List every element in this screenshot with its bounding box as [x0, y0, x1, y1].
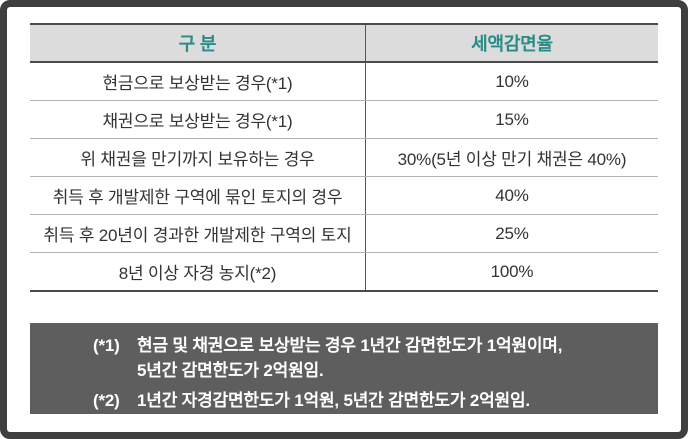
- footnote-1-text: 현금 및 채권으로 보상받는 경우 1년간 감면한도가 1억원이며, 5년간 감…: [137, 333, 562, 383]
- table-row: 위 채권을 만기까지 보유하는 경우 30%(5년 이상 만기 채권은 40%): [30, 139, 658, 177]
- table-row: 현금으로 보상받는 경우(*1) 10%: [30, 63, 658, 101]
- table-row: 취득 후 20년이 경과한 개발제한 구역의 토지 25%: [30, 215, 658, 253]
- header-category: 구 분: [178, 34, 217, 54]
- row-value-cell: 40%: [365, 177, 658, 214]
- row-label-cell: 위 채권을 만기까지 보유하는 경우: [80, 150, 315, 169]
- footnotes-box: (*1) 현금 및 채권으로 보상받는 경우 1년간 감면한도가 1억원이며, …: [30, 323, 658, 414]
- footnote-2: (*2) 1년간 자경감면한도가 1억원, 5년간 감면한도가 2억원임.: [93, 388, 658, 413]
- row-value-cell: 100%: [365, 253, 658, 290]
- table-row: 채권으로 보상받는 경우(*1) 15%: [30, 101, 658, 139]
- row-value-cell: 10%: [365, 63, 658, 100]
- row-label-cell: 8년 이상 자경 농지(*2): [118, 264, 277, 283]
- footnote-1-line-1: 현금 및 채권으로 보상받는 경우 1년간 감면한도가 1억원이며,: [137, 336, 563, 355]
- table-row: 8년 이상 자경 농지(*2) 100%: [30, 253, 658, 290]
- tax-reduction-table: 구 분 세액감면율 현금으로 보상받는 경우(*1) 10% 채권으로 보상받는…: [30, 23, 658, 292]
- footnote-2-label: (*2): [93, 391, 120, 410]
- row-value-cell: 15%: [365, 101, 658, 138]
- header-reduction-rate: 세액감면율: [365, 25, 658, 61]
- footnote-2-text: 1년간 자경감면한도가 1억원, 5년간 감면한도가 2억원임.: [137, 388, 530, 413]
- row-label-cell: 취득 후 20년이 경과한 개발제한 구역의 토지: [43, 226, 352, 245]
- table-header-row: 구 분 세액감면율: [30, 25, 658, 63]
- row-label-cell: 현금으로 보상받는 경우(*1): [102, 74, 293, 93]
- footnote-1-label: (*1): [93, 336, 120, 355]
- footnote-2-line-1: 1년간 자경감면한도가 1억원, 5년간 감면한도가 2억원임.: [137, 391, 530, 410]
- row-value-cell: 25%: [365, 215, 658, 252]
- footnote-1: (*1) 현금 및 채권으로 보상받는 경우 1년간 감면한도가 1억원이며, …: [93, 333, 658, 383]
- table-row: 취득 후 개발제한 구역에 묶인 토지의 경우 40%: [30, 177, 658, 215]
- row-label-cell: 취득 후 개발제한 구역에 묶인 토지의 경우: [52, 188, 343, 207]
- row-value-cell: 30%(5년 이상 만기 채권은 40%): [365, 139, 658, 176]
- footnote-1-line-2: 5년간 감면한도가 2억원임.: [137, 361, 324, 380]
- row-label-cell: 채권으로 보상받는 경우(*1): [102, 112, 293, 131]
